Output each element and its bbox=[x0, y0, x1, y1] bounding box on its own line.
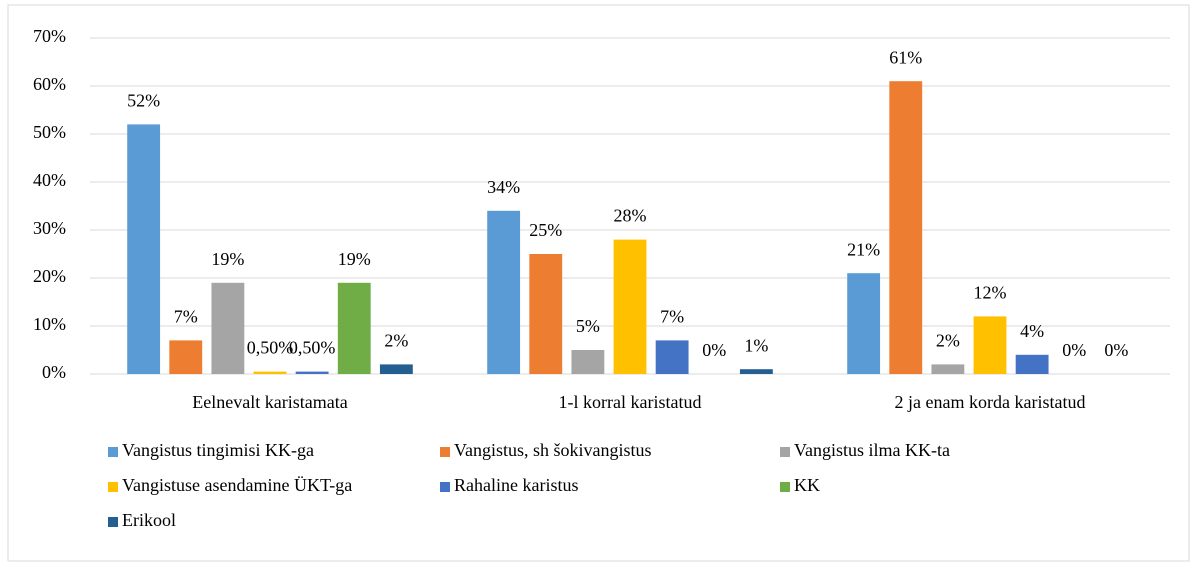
value-label: 28% bbox=[614, 206, 647, 226]
value-label: 12% bbox=[974, 283, 1007, 303]
bar bbox=[1015, 354, 1049, 374]
legend-swatch bbox=[108, 517, 118, 527]
legend-swatch bbox=[108, 482, 118, 492]
x-tick-label: 2 ja enam korda karistatud bbox=[895, 392, 1086, 412]
bar bbox=[487, 210, 521, 374]
value-label: 34% bbox=[487, 177, 520, 197]
bar bbox=[613, 239, 647, 374]
bar bbox=[931, 364, 965, 374]
bar bbox=[655, 340, 689, 374]
legend-swatch bbox=[440, 447, 450, 457]
y-tick-label: 70% bbox=[33, 26, 66, 46]
legend-swatch bbox=[780, 447, 790, 457]
value-label: 21% bbox=[847, 239, 880, 259]
legend-swatch bbox=[440, 482, 450, 492]
bar bbox=[847, 273, 881, 374]
bar bbox=[379, 364, 413, 374]
value-label: 52% bbox=[127, 91, 160, 111]
value-label: 19% bbox=[211, 249, 244, 269]
legend-swatch bbox=[108, 447, 118, 457]
value-label: 25% bbox=[529, 220, 562, 240]
value-label: 7% bbox=[174, 307, 198, 327]
bar bbox=[889, 81, 923, 374]
legend-swatch bbox=[780, 482, 790, 492]
bar bbox=[739, 369, 773, 374]
y-tick-label: 40% bbox=[33, 170, 66, 190]
legend-label: Vangistuse asendamine ÜKT-ga bbox=[122, 475, 352, 495]
bar bbox=[127, 124, 161, 375]
bar bbox=[973, 316, 1007, 374]
bar bbox=[337, 282, 371, 374]
value-label: 0% bbox=[1104, 340, 1128, 360]
legend-label: Vangistus tingimisi KK-ga bbox=[122, 440, 314, 460]
value-label: 0,50% bbox=[247, 338, 294, 358]
y-tick-label: 0% bbox=[42, 362, 66, 382]
x-tick-label: Eelnevalt karistamata bbox=[192, 392, 347, 412]
value-label: 0% bbox=[1062, 340, 1086, 360]
legend-label: Rahaline karistus bbox=[454, 475, 578, 495]
value-label: 1% bbox=[744, 335, 768, 355]
y-tick-label: 20% bbox=[33, 266, 66, 286]
value-label: 7% bbox=[660, 307, 684, 327]
bar bbox=[571, 350, 605, 374]
chart-border bbox=[7, 4, 1190, 562]
bar bbox=[253, 371, 287, 374]
value-label: 2% bbox=[936, 331, 960, 351]
y-tick-label: 60% bbox=[33, 74, 66, 94]
y-tick-label: 10% bbox=[33, 314, 66, 334]
value-label: 2% bbox=[384, 331, 408, 351]
legend-label: KK bbox=[794, 475, 820, 495]
bar bbox=[169, 340, 203, 374]
y-tick-label: 50% bbox=[33, 122, 66, 142]
legend-label: Vangistus ilma KK-ta bbox=[794, 440, 950, 460]
legend-label: Erikool bbox=[122, 510, 176, 530]
legend-label: Vangistus, sh šokivangistus bbox=[454, 440, 652, 460]
y-tick-label: 30% bbox=[33, 218, 66, 238]
bar bbox=[211, 282, 245, 374]
bar bbox=[529, 254, 563, 374]
x-tick-label: 1-l korral karistatud bbox=[559, 392, 702, 412]
value-label: 0,50% bbox=[289, 338, 336, 358]
bar bbox=[295, 371, 329, 374]
value-label: 0% bbox=[702, 340, 726, 360]
value-label: 5% bbox=[576, 316, 600, 336]
value-label: 19% bbox=[338, 249, 371, 269]
value-label: 61% bbox=[889, 47, 922, 67]
value-label: 4% bbox=[1020, 321, 1044, 341]
